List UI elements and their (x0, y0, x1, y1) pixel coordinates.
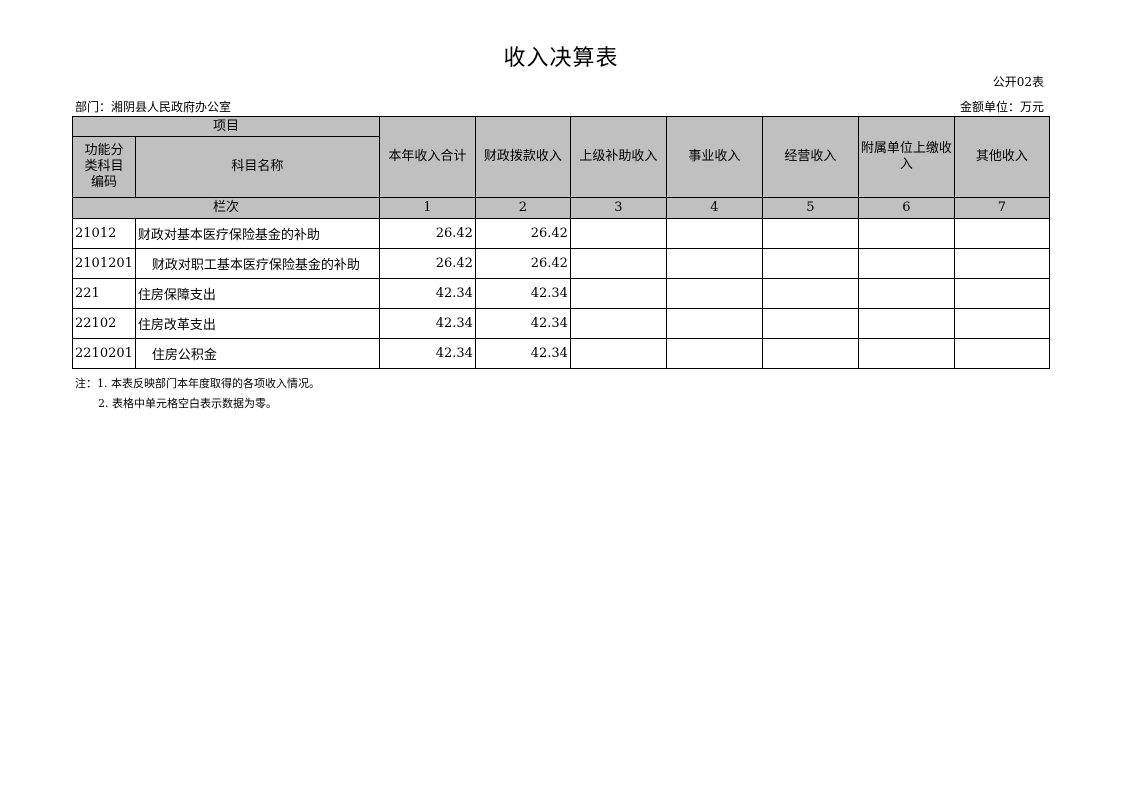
header-col: 事业收入 (665, 116, 763, 198)
row-value: 26.42 (378, 218, 476, 249)
header-col: 财政拨款收入 (474, 116, 571, 198)
row-value: 42.34 (378, 338, 476, 369)
row-value (953, 218, 1050, 249)
table-row: 22102 住房改革支出 42.34 42.34 (72, 308, 1050, 339)
header-row-index: 栏次 (72, 197, 380, 219)
row-value: 26.42 (474, 248, 571, 279)
table-row: 221 住房保障支出 42.34 42.34 (72, 278, 1050, 309)
row-value: 26.42 (378, 248, 476, 279)
col-number: 4 (665, 197, 763, 219)
header-col: 附属单位上缴收入 (857, 116, 955, 198)
row-name: 住房保障支出 (134, 278, 380, 309)
row-value (569, 218, 667, 249)
notes: 注：1. 本表反映部门本年度取得的各项收入情况。 2. 表格中单元格空白表示数据… (75, 374, 320, 414)
header-col: 上级补助收入 (569, 116, 667, 198)
row-value: 26.42 (474, 218, 571, 249)
row-value: 42.34 (378, 278, 476, 309)
row-value (857, 308, 955, 339)
table-row: 2101201 财政对职工基本医疗保险基金的补助 26.42 26.42 (72, 248, 1050, 279)
row-name: 财政对基本医疗保险基金的补助 (134, 218, 380, 249)
form-code: 公开02表 (992, 75, 1044, 89)
row-value (953, 278, 1050, 309)
row-value (953, 248, 1050, 279)
row-value (569, 308, 667, 339)
row-value: 42.34 (474, 278, 571, 309)
row-value (665, 218, 763, 249)
row-value (665, 308, 763, 339)
col-number: 7 (953, 197, 1050, 219)
row-value (953, 338, 1050, 369)
col-number: 3 (569, 197, 667, 219)
page-title: 收入决算表 (503, 46, 619, 71)
row-value (761, 338, 859, 369)
row-value (569, 278, 667, 309)
department-label: 部门：湘阴县人民政府办公室 (75, 100, 232, 114)
row-value (761, 278, 859, 309)
row-value (857, 248, 955, 279)
note: 注：1. 本表反映部门本年度取得的各项收入情况。 (75, 377, 320, 390)
row-value (569, 338, 667, 369)
row-value (761, 308, 859, 339)
row-value (569, 248, 667, 279)
col-number: 1 (378, 197, 476, 219)
table-row: 21012 财政对基本医疗保险基金的补助 26.42 26.42 (72, 218, 1050, 249)
row-name: 财政对职工基本医疗保险基金的补助 (134, 248, 380, 279)
header-col: 本年收入合计 (378, 116, 476, 198)
row-code: 21012 (72, 218, 136, 249)
row-value (665, 248, 763, 279)
row-name: 住房改革支出 (134, 308, 380, 339)
unit-label: 金额单位：万元 (959, 100, 1044, 114)
row-code: 22102 (72, 308, 136, 339)
income-table: 项目 本年收入合计 财政拨款收入 上级补助收入 事业收入 经营收入 附属单位上缴… (72, 116, 1050, 369)
table-row: 2210201 住房公积金 42.34 42.34 (72, 338, 1050, 369)
row-value (665, 278, 763, 309)
row-name: 住房公积金 (134, 338, 380, 369)
note: 2. 表格中单元格空白表示数据为零。 (98, 397, 277, 410)
row-value (857, 278, 955, 309)
row-code: 2210201 (72, 338, 136, 369)
row-value: 42.34 (474, 308, 571, 339)
row-code: 2101201 (72, 248, 136, 279)
col-number: 5 (761, 197, 859, 219)
row-value: 42.34 (378, 308, 476, 339)
row-value (761, 248, 859, 279)
row-value (953, 308, 1050, 339)
col-number: 2 (474, 197, 571, 219)
header-name: 科目名称 (134, 136, 380, 198)
row-code: 221 (72, 278, 136, 309)
row-value (857, 218, 955, 249)
header-col: 经营收入 (761, 116, 859, 198)
row-value: 42.34 (474, 338, 571, 369)
header-code: 功能分类科目编码 (72, 136, 136, 198)
header-col: 其他收入 (953, 116, 1050, 198)
row-value (665, 338, 763, 369)
row-value (857, 338, 955, 369)
row-value (761, 218, 859, 249)
col-number: 6 (857, 197, 955, 219)
header-item: 项目 (72, 116, 380, 137)
